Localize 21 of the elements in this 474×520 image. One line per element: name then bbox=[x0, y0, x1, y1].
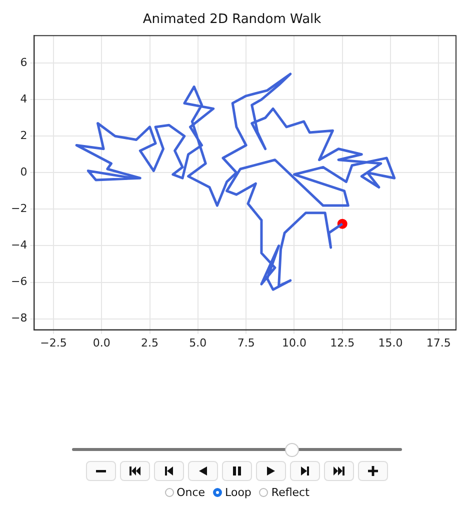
x-tick-label: −2.5 bbox=[40, 336, 67, 350]
x-tick-label: 10.0 bbox=[282, 336, 306, 350]
y-tick-label: 4 bbox=[20, 92, 28, 106]
x-tick-label: 0.0 bbox=[92, 336, 110, 350]
text: Loop bbox=[225, 486, 252, 499]
x-tick-label: 5.0 bbox=[189, 336, 207, 350]
x-tick-label: 7.5 bbox=[237, 336, 255, 350]
y-tick-label: −8 bbox=[10, 312, 28, 325]
x-tick-label: 2.5 bbox=[141, 336, 159, 350]
y-tick-label: 0 bbox=[20, 166, 28, 179]
y-tick-label: −6 bbox=[10, 275, 28, 288]
y-tick-label: −2 bbox=[10, 202, 28, 216]
text: Once bbox=[176, 486, 206, 499]
y-tick-label: 6 bbox=[20, 56, 28, 69]
x-tick-label: 17.5 bbox=[426, 336, 451, 350]
text: Reflect bbox=[271, 486, 310, 499]
x-tick-label: 15.0 bbox=[378, 336, 403, 350]
chart-title: Animated 2D Random Walk bbox=[142, 12, 322, 28]
y-tick-label: 2 bbox=[20, 128, 28, 142]
y-tick-label: −4 bbox=[10, 238, 28, 252]
x-tick-label: 12.5 bbox=[330, 336, 355, 350]
